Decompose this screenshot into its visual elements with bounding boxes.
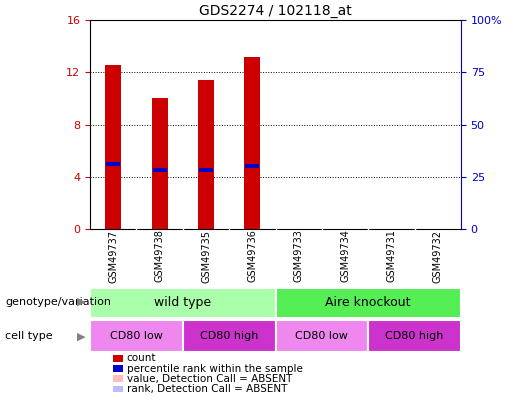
Bar: [151, 98, 168, 229]
Text: CD80 high: CD80 high: [200, 331, 259, 341]
Bar: [276, 288, 461, 318]
Text: GSM49738: GSM49738: [154, 230, 165, 282]
Bar: [183, 320, 276, 352]
Bar: [105, 64, 122, 229]
Text: Aire knockout: Aire knockout: [325, 296, 411, 309]
Text: GSM49736: GSM49736: [247, 230, 258, 282]
Bar: [90, 288, 276, 318]
Bar: [246, 164, 259, 168]
Text: CD80 high: CD80 high: [385, 331, 444, 341]
Text: count: count: [127, 354, 156, 363]
Bar: [368, 320, 461, 352]
Bar: [198, 80, 214, 229]
Text: ▶: ▶: [76, 297, 85, 307]
Text: GSM49731: GSM49731: [386, 230, 397, 282]
Text: GSM49735: GSM49735: [201, 230, 211, 283]
Text: CD80 low: CD80 low: [110, 331, 163, 341]
Title: GDS2274 / 102118_at: GDS2274 / 102118_at: [199, 4, 352, 18]
Text: GSM49734: GSM49734: [340, 230, 350, 282]
Bar: [199, 168, 213, 172]
Text: ▶: ▶: [76, 331, 85, 341]
Bar: [153, 168, 166, 172]
Text: CD80 low: CD80 low: [296, 331, 348, 341]
Text: GSM49733: GSM49733: [294, 230, 304, 282]
Text: value, Detection Call = ABSENT: value, Detection Call = ABSENT: [127, 374, 292, 384]
Bar: [244, 57, 261, 229]
Bar: [276, 320, 368, 352]
Bar: [90, 320, 183, 352]
Text: cell type: cell type: [5, 331, 53, 341]
Text: genotype/variation: genotype/variation: [5, 297, 111, 307]
Bar: [107, 162, 120, 166]
Text: wild type: wild type: [154, 296, 211, 309]
Text: GSM49732: GSM49732: [433, 230, 443, 283]
Text: GSM49737: GSM49737: [108, 230, 118, 283]
Text: percentile rank within the sample: percentile rank within the sample: [127, 364, 303, 373]
Text: rank, Detection Call = ABSENT: rank, Detection Call = ABSENT: [127, 384, 287, 394]
